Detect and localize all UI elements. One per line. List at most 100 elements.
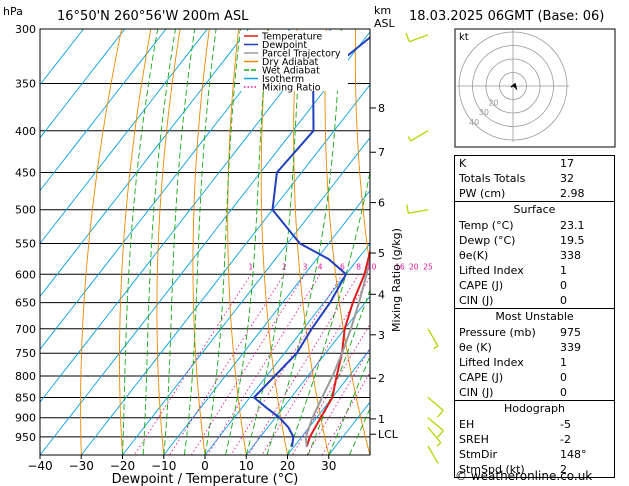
hodograph-frame [454, 28, 616, 148]
index-row: Lifted Index 1 [455, 355, 614, 370]
wind-barb [405, 33, 429, 43]
wet-adiabat-line [204, 29, 241, 455]
isotherm-line [163, 189, 370, 455]
index-row: CIN (J) 0 [455, 385, 614, 400]
indices-table: K 17 Totals Totals 32 PW (cm) 2.98 Surface … [454, 155, 615, 478]
legend-entry: Isotherm [262, 74, 304, 85]
isotherm-line [122, 136, 370, 455]
isotherm-line [40, 29, 167, 192]
index-label: Temp (°C) [459, 219, 514, 232]
mixing-ratio-label: 8 [356, 262, 361, 271]
pressure-tick-label: 900 [15, 412, 36, 425]
dry-adiabat-line [192, 29, 210, 455]
isotherm-line [40, 31, 370, 455]
wind-barb-staff [427, 328, 439, 347]
index-value: 975 [560, 326, 581, 339]
hodograph-ring-label: 40 [469, 118, 479, 127]
index-row: CAPE (J) 0 [455, 278, 614, 293]
mixing-ratio-line [169, 274, 285, 455]
hodograph-indices: EH -5 SREH -2 StmDir 148° StmSpd (kt) 2 [455, 417, 614, 477]
wet-adiabat-line [348, 407, 370, 455]
location-title: 16°50'N 260°56'W 200m ASL [57, 9, 249, 24]
isotherm-line [40, 29, 208, 245]
wind-barb-half-flag [436, 442, 442, 447]
dry-adiabat-line [156, 29, 181, 455]
index-label: θe (K) [459, 341, 492, 354]
mixing-ratio-axis-label: Mixing Ratio (g/kg) [390, 228, 403, 332]
index-label: CIN (J) [459, 386, 494, 399]
isotherm-line [328, 401, 370, 455]
mixing-ratio-label: 10 [367, 262, 377, 271]
dry-adiabat-line [119, 29, 152, 455]
index-label: SREH [459, 433, 489, 446]
x-axis-label: Dewpoint / Temperature (°C) [112, 472, 299, 486]
temperature-tick-label: 0 [201, 459, 209, 473]
index-value: 0 [560, 386, 567, 399]
pressure-tick-label: 400 [15, 125, 36, 138]
index-label: EH [459, 418, 475, 431]
legend-entry: Wet Adiabat [262, 66, 320, 77]
index-value: 19.5 [560, 234, 585, 247]
isotherm-line [40, 29, 332, 403]
wind-barb-half-flag [433, 345, 439, 350]
isotherm-line [287, 348, 370, 455]
dry-adiabat-line [324, 29, 370, 455]
wet-adiabat-line [266, 29, 342, 455]
index-value: 0 [560, 279, 567, 292]
index-label: PW (cm) [459, 187, 506, 200]
wind-barb-flag [437, 409, 444, 418]
km-tick-label: 6 [378, 197, 385, 210]
wet-adiabat-line [142, 29, 176, 455]
wind-barb-staff [427, 445, 439, 464]
index-value: 339 [560, 341, 581, 354]
pressure-tick-label: 350 [15, 78, 36, 91]
pressure-tick-label: 600 [15, 268, 36, 281]
mixing-ratio-label: 20 [409, 262, 419, 271]
km-tick-label: 7 [378, 146, 385, 159]
mixing-ratio-label: 16 [395, 262, 405, 271]
mixing-ratio-label: 25 [423, 262, 433, 271]
index-value: 17 [560, 157, 574, 170]
index-row: Dewp (°C) 19.5 [455, 233, 614, 248]
hodograph-ring-label: 20 [488, 98, 498, 107]
dry-adiabat-line [227, 29, 247, 455]
dry-adiabat-line [619, 29, 629, 455]
index-label: Totals Totals [459, 172, 526, 185]
index-row: θe(K) 338 [455, 248, 614, 263]
index-row: SREH -2 [455, 432, 614, 447]
legend-entry: Temperature [261, 32, 322, 43]
wind-barb-staff [427, 396, 444, 411]
index-value: 148° [560, 448, 587, 461]
wind-barb-flag [437, 430, 444, 438]
mixing-ratio-label: 2 [282, 262, 287, 271]
wet-adiabat-line [183, 29, 217, 455]
legend-entry: Mixing Ratio [262, 83, 321, 94]
isotherm-line [40, 29, 291, 350]
mixing-ratio-line [191, 274, 306, 455]
wind-barb [407, 130, 429, 142]
wind-barb-staff [427, 426, 442, 444]
credit-text: © weatheronline.co.uk [455, 469, 593, 483]
isotherm-line [40, 29, 84, 86]
km-tick-label: 1 [378, 413, 385, 426]
km-tick-label: 2 [378, 372, 385, 385]
surface-indices: Temp (°C) 23.1 Dewp (°C) 19.5 θe(K) 338 Lif… [455, 218, 614, 308]
wet-adiabat-line [328, 355, 370, 455]
index-label: CIN (J) [459, 294, 494, 307]
wet-adiabat-line [163, 29, 196, 455]
km-tick-label: 8 [378, 102, 385, 115]
hodograph-trace [510, 82, 518, 91]
isotherm-line [204, 242, 370, 455]
wind-barb-half-flag [407, 136, 412, 142]
temperature-tick-label: −10 [151, 459, 176, 473]
index-label: CAPE (J) [459, 371, 504, 384]
index-value: 2.98 [560, 187, 585, 200]
wind-barb-staff [410, 130, 429, 142]
legend-entry: Parcel Trajectory [262, 49, 341, 60]
hodograph-unit-label: kt [459, 32, 469, 43]
index-row-totals: Totals Totals 32 [455, 171, 614, 186]
pressure-tick-label: 450 [15, 166, 36, 179]
wind-barb-staff [427, 417, 444, 432]
temperature-tick-label: −40 [27, 459, 52, 473]
index-label: Lifted Index [459, 264, 524, 277]
